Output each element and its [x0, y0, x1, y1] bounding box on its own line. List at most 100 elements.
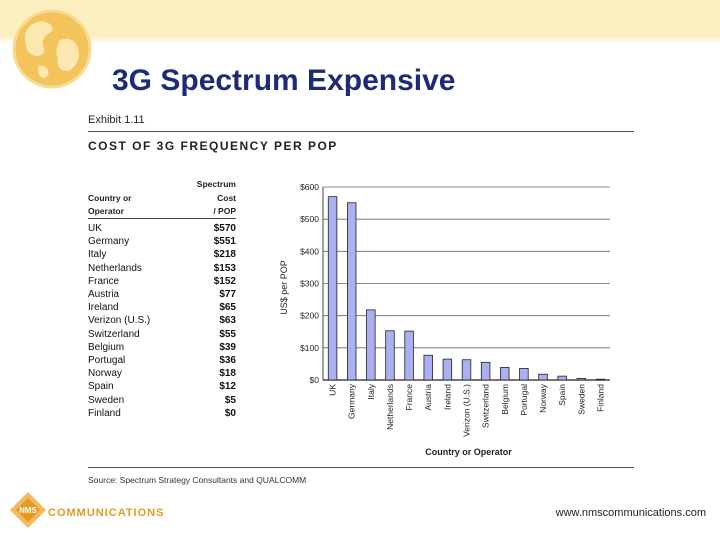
table-cell-country: Spain	[88, 381, 114, 393]
table-cell-country: Germany	[88, 236, 130, 248]
table-row: Austria $77	[88, 289, 236, 302]
y-tick-label: $300	[300, 279, 319, 289]
x-tick-label: France	[404, 384, 414, 411]
x-tick-label: Switzerland	[481, 384, 491, 428]
y-tick-label: $200	[300, 311, 319, 321]
bar	[461, 359, 472, 381]
slide-title: 3G Spectrum Expensive	[112, 64, 456, 97]
bar	[404, 330, 414, 381]
bar	[538, 373, 548, 381]
x-tick-label: UK	[328, 384, 338, 396]
table-cell-value: $153	[213, 262, 236, 274]
table-cell-value: $36	[219, 355, 236, 366]
table-row: Italy $218	[88, 249, 236, 262]
table-cell-value: $0	[224, 407, 236, 419]
table-cell-country: Finland	[88, 407, 121, 419]
table-header-country-line1: Country or	[88, 193, 132, 203]
y-tick-label: $0	[310, 375, 320, 385]
table-cell-country: Switzerland	[88, 328, 140, 340]
table-cell-value: $55	[219, 328, 236, 340]
y-axis-label: US$ per POP	[279, 260, 289, 315]
x-tick-label: Austria	[423, 384, 433, 411]
x-tick-label: Italy	[366, 383, 376, 399]
table-cell-country: Ireland	[88, 302, 119, 314]
table-cell-country: Italy	[88, 249, 107, 261]
footer-url[interactable]: www.nmscommunications.com	[555, 507, 706, 519]
table-cell-value: $39	[219, 341, 236, 353]
table-cell-value: $18	[219, 368, 236, 380]
table-row: UK $570	[88, 223, 236, 236]
y-tick-label: $500	[300, 214, 319, 224]
chart-title: COST OF 3G FREQUENCY PER POP	[88, 139, 338, 153]
table-row: Netherlands $153	[88, 263, 236, 276]
top-band	[0, 0, 720, 36]
table-header-rule	[88, 218, 236, 219]
exhibit-label: Exhibit 1.11	[88, 114, 145, 126]
table-row: Ireland $65	[88, 302, 236, 315]
x-tick-label: Netherlands	[385, 384, 395, 430]
bar	[576, 377, 587, 381]
x-tick-label: Germany	[347, 383, 357, 419]
x-tick-label: Verizon (U.S.)	[462, 384, 472, 437]
logo-text: COMMUNICATIONS	[48, 507, 165, 519]
divider-bottom	[88, 467, 634, 468]
table-cell-value: $63	[219, 315, 236, 327]
top-band-fade	[0, 36, 720, 44]
table-row: Belgium $39	[88, 342, 236, 355]
bar	[366, 309, 376, 381]
table-cell-value: $152	[213, 275, 236, 287]
logo-mark-text: NMS	[19, 506, 37, 515]
bar	[327, 196, 338, 381]
y-tick-label: $600	[300, 182, 319, 192]
bar	[500, 367, 510, 381]
table-cell-value: $218	[213, 249, 236, 261]
x-axis-label: Country or Operator	[425, 447, 512, 457]
table-cell-country: Netherlands	[88, 262, 142, 274]
table-cell-country: Austria	[88, 289, 120, 300]
x-tick-label: Spain	[557, 384, 567, 406]
divider-top	[88, 131, 634, 132]
table-cell-value: $570	[213, 223, 236, 234]
x-tick-label: Portugal	[519, 384, 529, 416]
table-row: Sweden $5	[88, 395, 236, 408]
table-header-country-line2: Operator	[88, 206, 124, 216]
table-header-cost-line2: Cost	[217, 193, 236, 203]
table-header-cost-line3: / POP	[213, 206, 236, 216]
x-tick-label: Norway	[538, 383, 548, 413]
bar	[595, 378, 606, 381]
x-tick-label: Ireland	[442, 384, 452, 410]
x-tick-label: Sweden	[576, 384, 586, 415]
bar	[519, 368, 529, 381]
table-cell-country: Portugal	[88, 355, 126, 366]
bar	[557, 375, 567, 381]
table-row: Switzerland $55	[88, 329, 236, 342]
table-row: Portugal $36	[88, 355, 236, 368]
y-tick-label: $400	[300, 246, 319, 256]
table-cell-country: UK	[88, 223, 102, 234]
globe-icon	[12, 9, 92, 89]
table-row: Norway $18	[88, 368, 236, 381]
x-tick-label: Belgium	[500, 384, 510, 415]
source-note: Source: Spectrum Strategy Consultants an…	[88, 475, 307, 485]
table-cell-value: $12	[219, 381, 236, 393]
table-cell-value: $5	[224, 394, 236, 406]
x-tick-label: Finland	[595, 384, 605, 412]
nms-logo-icon: NMS	[10, 492, 46, 528]
table-header-cost-line1: Spectrum	[196, 179, 236, 189]
bar	[480, 361, 491, 381]
table-row: Verizon (U.S.) $63	[88, 315, 236, 328]
table-cell-country: Verizon (U.S.)	[88, 315, 151, 327]
table-cell-country: Norway	[88, 368, 122, 380]
bar	[385, 330, 395, 381]
table-cell-country: Sweden	[88, 394, 125, 406]
table-row: France $152	[88, 276, 236, 289]
table-row: Spain $12	[88, 381, 236, 394]
table-cell-value: $77	[219, 289, 236, 300]
table-cell-value: $65	[219, 302, 236, 314]
bar	[442, 358, 453, 381]
bar	[423, 354, 433, 381]
bar	[346, 202, 357, 381]
table-row: Germany $551	[88, 236, 236, 249]
y-tick-label: $100	[300, 343, 319, 353]
